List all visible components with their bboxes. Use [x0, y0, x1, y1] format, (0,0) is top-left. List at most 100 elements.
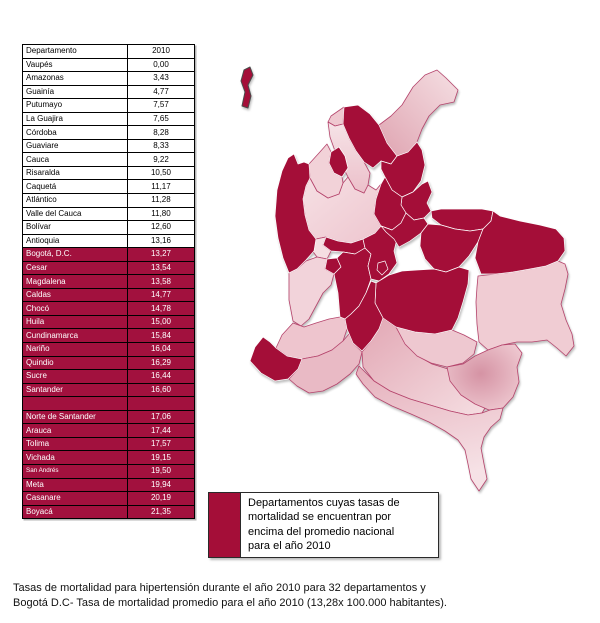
- rate-value-cell: 16,44: [127, 369, 195, 384]
- dept-vichada: [474, 210, 566, 275]
- dept-meta: [374, 266, 470, 335]
- department-name-cell: Meta: [22, 477, 128, 493]
- table-row: La Guajira 7,65: [22, 111, 195, 127]
- rate-value-cell: 17,44: [127, 423, 195, 438]
- table-row: Magdalena 13,58: [22, 274, 195, 289]
- department-name-cell: Caldas: [22, 287, 128, 303]
- table-row: Arauca 17,44: [22, 423, 195, 438]
- department-name-cell: Putumayo: [22, 98, 128, 113]
- department-name-cell: Cauca: [22, 152, 128, 167]
- department-name-cell: Boyacá: [22, 504, 128, 520]
- department-name-cell: Atlántico: [22, 193, 128, 208]
- rate-value-cell: 13,54: [127, 260, 195, 276]
- department-name-cell: Magdalena: [22, 274, 128, 289]
- dept-la-guajira: [378, 69, 459, 157]
- table-row: Bolívar 12,60: [22, 220, 195, 235]
- dept-vaupes: [446, 343, 523, 411]
- table-row: Putumayo 7,57: [22, 98, 195, 113]
- rate-value-cell: 4,77: [127, 84, 195, 100]
- rate-value-cell: 13,27: [127, 247, 195, 262]
- department-name-cell: Norte de Santander: [22, 409, 128, 425]
- table-row: Atlántico 11,28: [22, 193, 195, 208]
- rate-value-cell: 16,04: [127, 342, 195, 357]
- table-row: Valle del Cauca 11,80: [22, 206, 195, 222]
- department-name-cell: Antioquia: [22, 233, 128, 249]
- rate-value-cell: 8,33: [127, 138, 195, 154]
- department-name-cell: Guainía: [22, 84, 128, 100]
- figure-caption: Tasas de mortalidad para hipertensión du…: [13, 581, 591, 612]
- department-name-cell: Arauca: [22, 423, 128, 438]
- rate-value-cell: 20,19: [127, 491, 195, 506]
- legend-line: Departamentos cuyas tasas de: [248, 497, 400, 509]
- table-row: Huila 15,00: [22, 314, 195, 330]
- table-row: Vichada 19,15: [22, 450, 195, 465]
- rate-value-cell: 11,28: [127, 193, 195, 208]
- rate-value-cell: 13,16: [127, 233, 195, 249]
- rate-value-cell: 16,29: [127, 355, 195, 371]
- legend-color-swatch: [209, 493, 240, 558]
- table-row: Tolima 17,57: [22, 436, 195, 452]
- rate-value-cell: 10,50: [127, 165, 195, 181]
- table-header-row: Departamento 2010: [22, 44, 195, 59]
- department-name-cell: Huila: [22, 314, 128, 330]
- rate-value-cell: 14,77: [127, 287, 195, 303]
- dept-bogota-dc: [376, 260, 389, 276]
- table-row: San Andrés 19,50: [22, 463, 195, 479]
- rate-value-cell: 13,58: [127, 274, 195, 289]
- rate-value-cell: 0,00: [127, 57, 195, 73]
- table-row: Risaralda 10,50: [22, 165, 195, 181]
- department-name-cell: Casanare: [22, 491, 128, 506]
- department-name-cell: Bogotá, D.C.: [22, 247, 128, 262]
- department-name-cell: Caquetá: [22, 179, 128, 194]
- department-name-cell: Sucre: [22, 369, 128, 384]
- table-row: Cesar 13,54: [22, 260, 195, 276]
- department-name-cell: Amazonas: [22, 71, 128, 86]
- dept-guainia: [475, 260, 575, 357]
- legend-text: Departamentos cuyas tasas de mortalidad …: [240, 493, 438, 558]
- legend-line: para el año 2010: [248, 539, 331, 552]
- rate-value-cell: 9,22: [127, 152, 195, 167]
- table-row: Norte de Santander 17,06: [22, 409, 195, 425]
- department-name-cell: Risaralda: [22, 165, 128, 181]
- rate-value-cell: 21,35: [127, 504, 195, 520]
- legend-line: mortalidad se encuentran por: [248, 511, 392, 524]
- dept-sucre: [328, 146, 349, 178]
- mortality-table: Departamento 2010 Vaupés 0,00 Amazonas 3,43…: [22, 44, 195, 520]
- table-body: Vaupés 0,00 Amazonas 3,43 Guainía 4,77 Putumay…: [22, 57, 195, 520]
- department-name-cell: Cundinamarca: [22, 328, 128, 344]
- rate-value-cell: 8,28: [127, 125, 195, 140]
- rate-value-cell: 16,60: [127, 382, 195, 398]
- dept-putumayo: [288, 333, 363, 394]
- table-row: Antioquia 13,16: [22, 233, 195, 249]
- rate-value-cell: 19,15: [127, 450, 195, 465]
- caption-line: Tasas de mortalidad para hipertensión du…: [13, 582, 426, 594]
- department-name-cell: Guaviare: [22, 138, 128, 154]
- table-row: Caldas 14,77: [22, 287, 195, 303]
- rate-value-cell: 7,65: [127, 111, 195, 127]
- legend-line: encima del promedio nacional: [248, 525, 395, 538]
- table-row: Sucre 16,44: [22, 369, 195, 384]
- department-name-cell: Tolima: [22, 436, 128, 452]
- table-row: Vaupés 0,00: [22, 57, 195, 73]
- table-row: Amazonas 3,43: [22, 71, 195, 86]
- table-header-2010: 2010: [127, 44, 195, 59]
- dept-san-andres-island: [240, 66, 254, 109]
- department-name-cell: Nariño: [22, 342, 128, 357]
- rate-value-cell: 14,78: [127, 301, 195, 316]
- rate-value-cell: 11,17: [127, 179, 195, 194]
- rate-value-cell: 11,80: [127, 206, 195, 222]
- department-name-cell: La Guajira: [22, 111, 128, 127]
- department-name-cell: [22, 396, 128, 411]
- table-row: Chocó 14,78: [22, 301, 195, 316]
- table-row: Nariño 16,04: [22, 342, 195, 357]
- dept-santander: [373, 176, 407, 231]
- colombia-choropleth-map: [240, 66, 575, 492]
- table-row: Bogotá, D.C. 13,27: [22, 247, 195, 262]
- dept-huila: [344, 280, 384, 352]
- table-row: Cauca 9,22: [22, 152, 195, 167]
- department-name-cell: Valle del Cauca: [22, 206, 128, 222]
- dept-choco: [274, 153, 317, 274]
- dept-amazonas: [355, 365, 504, 492]
- rate-value-cell: 3,43: [127, 71, 195, 86]
- department-name-cell: Quindio: [22, 355, 128, 371]
